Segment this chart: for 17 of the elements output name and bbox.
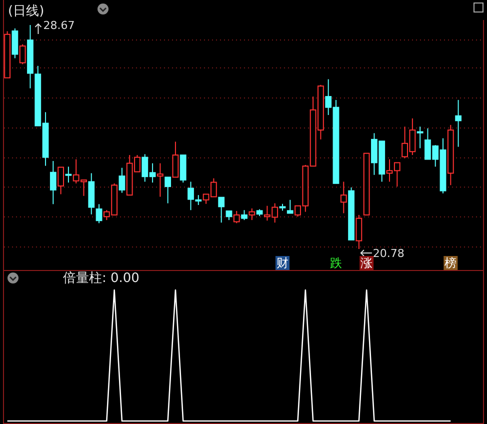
text: 涨: [360, 256, 373, 270]
annotation: 28.67: [43, 19, 75, 32]
text: 跌: [330, 256, 342, 270]
candlestick: [447, 124, 454, 186]
text: 榜: [444, 256, 457, 270]
text: 财: [276, 256, 288, 270]
chart-title: (日线): [8, 4, 44, 19]
candlestick: [156, 162, 164, 198]
candlestick: [340, 181, 347, 214]
candlestick: [88, 172, 95, 215]
annotation: 20.78: [372, 247, 404, 260]
candlestick: [416, 126, 424, 149]
candlestick: [50, 160, 56, 205]
candlestick: [118, 167, 126, 194]
candlestick: [65, 166, 72, 184]
candlestick: [455, 99, 462, 148]
chart-title: 倍量柱: 0.00: [63, 271, 140, 286]
